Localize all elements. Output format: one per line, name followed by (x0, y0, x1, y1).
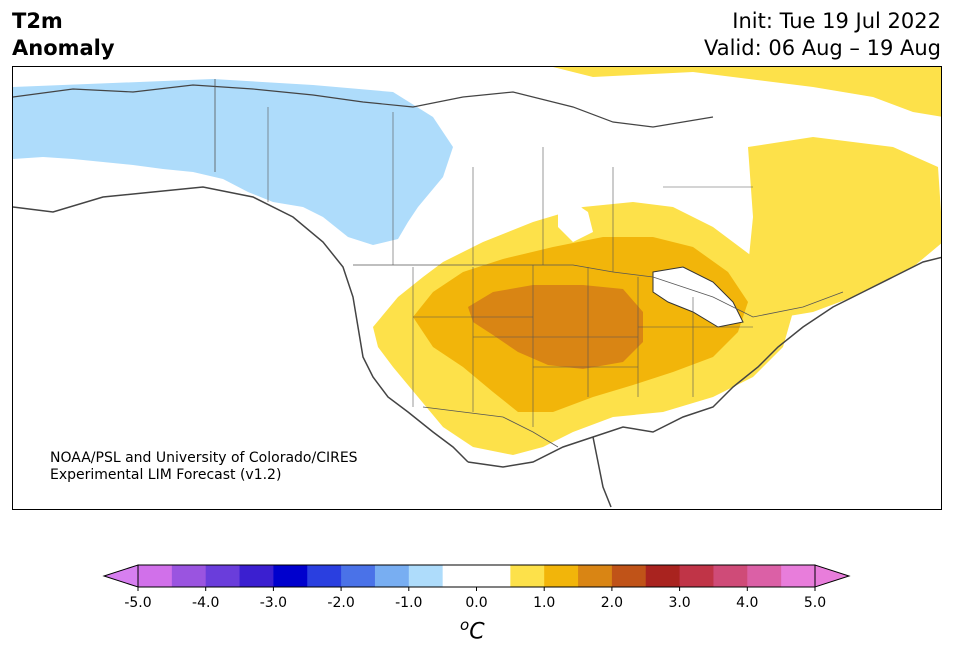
colorbar-cells (102, 564, 851, 588)
forecast-dates: Init: Tue 19 Jul 2022 Valid: 06 Aug – 19… (704, 8, 941, 62)
colorbar-cell (408, 565, 444, 587)
coastline-arctic (13, 84, 714, 128)
warm-region-arctic (553, 67, 941, 117)
colorbar-cell (374, 565, 410, 587)
colorbar-cell (171, 565, 207, 587)
colorbar-tick-label: 0.0 (465, 595, 487, 611)
colorbar-cell (307, 565, 342, 587)
title-line-2: Anomaly (12, 36, 115, 60)
coastline-florida (592, 436, 612, 508)
colorbar-cell (611, 565, 647, 587)
credit-text: NOAA/PSL and University of Colorado/CIRE… (50, 450, 358, 484)
colorbar-cell (645, 565, 681, 587)
colorbar-tick-label: 5.0 (804, 595, 826, 611)
colorbar-cell (747, 565, 782, 587)
colorbar-cell (544, 565, 579, 587)
warm-region-east-canada (748, 137, 941, 317)
title-line-1: T2m (12, 9, 63, 33)
init-date: Init: Tue 19 Jul 2022 (732, 9, 941, 33)
colorbar-over-arrow (814, 564, 851, 588)
unit-letter: C (469, 619, 485, 645)
colorbar-tick-label: -3.0 (260, 595, 287, 611)
us-mexico-border (422, 406, 559, 448)
hudson-bay (558, 202, 593, 242)
colorbar-cell (578, 565, 613, 587)
map-canvas (13, 67, 941, 508)
map-title: T2m Anomaly (12, 8, 115, 62)
anomaly-map: NOAA/PSL and University of Colorado/CIRE… (12, 66, 942, 510)
cold-anomaly-region (13, 79, 453, 245)
colorbar-cell (138, 565, 173, 587)
colorbar-cell (679, 565, 714, 587)
colorbar-tick-label: -1.0 (395, 595, 422, 611)
colorbar-tick-label: 2.0 (601, 595, 623, 611)
colorbar-unit: oC (460, 616, 485, 644)
colorbar-cell (476, 565, 511, 587)
colorbar-cell (273, 565, 308, 587)
state-lines (412, 265, 753, 427)
colorbar-cell (341, 565, 376, 587)
coastline-gulf-east (467, 256, 941, 468)
colorbar-tick-label: -2.0 (327, 595, 354, 611)
colorbar-tick-label: 1.0 (533, 595, 555, 611)
colorbar-tick-label: -4.0 (192, 595, 219, 611)
colorbar-cell (442, 565, 477, 587)
warm-region-level-3 (468, 285, 643, 369)
colorbar-under-arrow (102, 564, 139, 588)
colorbar-cell (781, 565, 816, 587)
credit-line-1: NOAA/PSL and University of Colorado/CIRE… (50, 450, 358, 466)
credit-line-2: Experimental LIM Forecast (v1.2) (50, 467, 282, 483)
colorbar-tick-label: -5.0 (124, 595, 151, 611)
colorbar-ticks: -5.0 -4.0 -3.0 -2.0 -1.0 0.0 1.0 2.0 3.0 4.0 5.0 (124, 587, 826, 611)
great-lakes (652, 266, 744, 328)
colorbar-cell (205, 565, 241, 587)
valid-range: Valid: 06 Aug – 19 Aug (703, 36, 941, 60)
colorbar-cell (510, 565, 545, 587)
canada-province-lines (267, 107, 753, 272)
colorbar: -5.0 -4.0 -3.0 -2.0 -1.0 0.0 1.0 2.0 3.0 4.0 5.0 (102, 564, 851, 611)
colorbar-tick-label: 3.0 (668, 595, 690, 611)
colorbar-cell (713, 565, 748, 587)
colorbar-cell (239, 565, 274, 587)
unit-degree: o (460, 616, 470, 634)
coastline-west (13, 186, 469, 463)
colorbar-tick-label: 4.0 (736, 595, 758, 611)
